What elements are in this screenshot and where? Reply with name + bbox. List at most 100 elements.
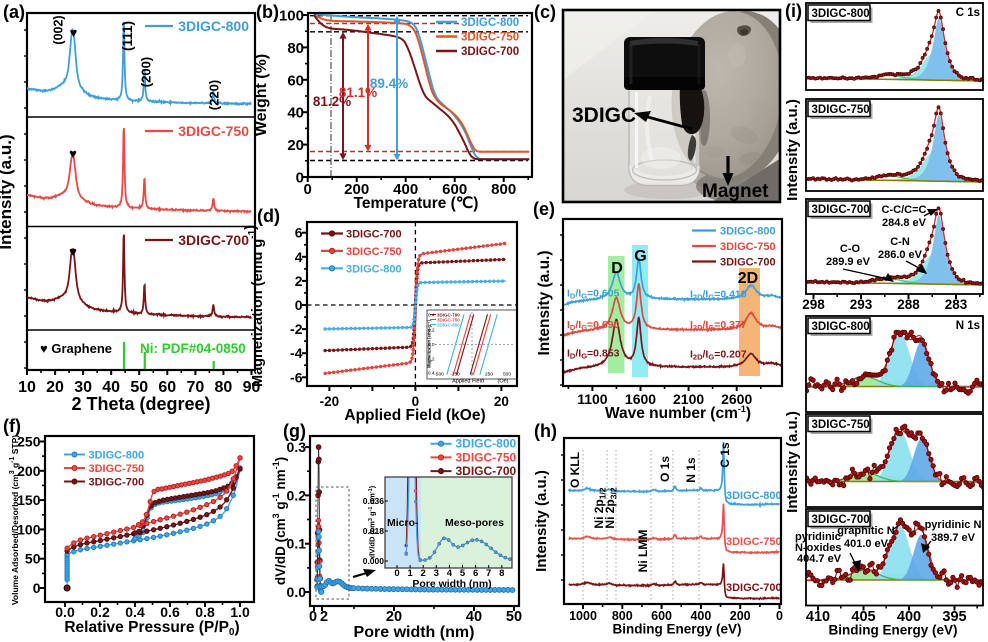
svg-text:Applied Field (kOe): Applied Field (kOe) [344, 407, 485, 424]
svg-text:600: 600 [442, 181, 467, 198]
svg-text:20: 20 [386, 609, 402, 625]
svg-text:♥ Graphene: ♥ Graphene [40, 341, 112, 356]
svg-text:0: 0 [309, 609, 317, 625]
svg-text:3DIGC: 3DIGC [572, 104, 636, 127]
svg-text:2100: 2100 [673, 391, 704, 407]
svg-text:0.2: 0.2 [287, 487, 307, 503]
svg-text:3DIGC-800: 3DIGC-800 [346, 263, 402, 275]
svg-text:Intensity (a.u.): Intensity (a.u.) [784, 411, 801, 513]
svg-text:389.7 eV: 389.7 eV [931, 532, 976, 544]
svg-text:3DIGC-750: 3DIGC-750 [456, 450, 517, 464]
svg-text:3: 3 [434, 568, 439, 579]
svg-text:100: 100 [279, 8, 304, 25]
svg-text:(h): (h) [534, 421, 557, 441]
svg-text:(002): (002) [52, 15, 66, 44]
svg-text:(f): (f) [3, 416, 21, 436]
svg-text:Intensity (a.u.): Intensity (a.u.) [0, 134, 15, 249]
svg-text:3DIGC-800: 3DIGC-800 [812, 321, 870, 333]
svg-text:N-oxides: N-oxides [795, 542, 841, 554]
svg-text:0.1: 0.1 [287, 536, 307, 552]
svg-text:-500: -500 [434, 372, 444, 378]
svg-text:3DIGC-700: 3DIGC-700 [89, 477, 145, 489]
svg-text:40: 40 [102, 379, 120, 396]
svg-text:60: 60 [287, 72, 304, 89]
svg-text:C-C/C=C: C-C/C=C [882, 204, 927, 216]
svg-text:0: 0 [296, 170, 304, 187]
svg-text:(Oe): (Oe) [498, 379, 509, 385]
svg-text:(111): (111) [120, 21, 135, 51]
svg-text:800: 800 [612, 609, 633, 623]
svg-text:Ni LMM: Ni LMM [636, 530, 650, 573]
svg-text:(e): (e) [533, 199, 555, 219]
svg-text:298: 298 [802, 297, 825, 312]
svg-text:I2D/IG=0.410: I2D/IG=0.410 [690, 289, 747, 302]
svg-text:Weight (%): Weight (%) [253, 54, 270, 136]
svg-text:Volume Adsorbed/Desorbed (cm3: Volume Adsorbed/Desorbed (cm3 g-1 STP) [9, 435, 20, 605]
svg-text:3DIGC-700: 3DIGC-700 [346, 229, 402, 241]
svg-text:40: 40 [466, 609, 482, 625]
svg-text:0: 0 [295, 297, 303, 313]
svg-text:81.2%: 81.2% [313, 94, 351, 109]
svg-text:-20: -20 [320, 394, 340, 409]
svg-text:2D: 2D [738, 270, 758, 287]
svg-text:3DIGC-750: 3DIGC-750 [720, 241, 776, 253]
svg-text:200: 200 [344, 181, 369, 198]
svg-text:2 Theta (degree): 2 Theta (degree) [71, 394, 210, 414]
svg-text:70: 70 [186, 379, 204, 396]
svg-text:Wave number (cm-1): Wave number (cm-1) [605, 404, 751, 422]
svg-text:D: D [611, 260, 623, 277]
svg-text:0.6: 0.6 [160, 604, 180, 620]
svg-text:3DIGC-750: 3DIGC-750 [812, 104, 870, 116]
svg-text:ID/IG=0.605: ID/IG=0.605 [567, 288, 620, 301]
svg-text:3DIGC-800: 3DIGC-800 [437, 322, 460, 327]
svg-text:Temperature (℃): Temperature (℃) [354, 195, 479, 212]
svg-text:284.8 eV: 284.8 eV [882, 217, 927, 229]
svg-text:3DIGC-700: 3DIGC-700 [461, 46, 519, 58]
svg-text:401.0 eV: 401.0 eV [844, 538, 889, 550]
svg-text:3DIGC-800: 3DIGC-800 [726, 490, 782, 502]
svg-text:50: 50 [25, 551, 41, 567]
svg-text:3DIGC-750: 3DIGC-750 [346, 246, 402, 258]
svg-text:-4: -4 [290, 345, 303, 361]
svg-text:-6: -6 [290, 369, 303, 385]
svg-text:6: 6 [473, 568, 478, 579]
svg-text:200: 200 [730, 609, 751, 623]
svg-text:(i): (i) [785, 1, 802, 21]
svg-text:0.0: 0.0 [55, 604, 75, 620]
svg-text:0.2: 0.2 [428, 328, 435, 334]
svg-text:1000: 1000 [569, 609, 597, 623]
svg-text:289.9 eV: 289.9 eV [826, 256, 871, 268]
svg-text:200: 200 [17, 463, 41, 479]
svg-text:-0.4: -0.4 [426, 371, 435, 377]
svg-text:♥: ♥ [70, 25, 78, 40]
svg-text:(c): (c) [534, 2, 556, 22]
svg-text:293: 293 [850, 297, 873, 312]
svg-text:Applied Field: Applied Field [452, 379, 484, 385]
svg-text:286.0 eV: 286.0 eV [878, 249, 923, 261]
svg-text:3DIGC-750: 3DIGC-750 [437, 317, 460, 322]
svg-text:800: 800 [491, 181, 516, 198]
svg-text:3DIGC-750: 3DIGC-750 [461, 32, 519, 44]
svg-text:0: 0 [412, 394, 420, 409]
svg-text:Binding Energy (eV): Binding Energy (eV) [828, 623, 957, 638]
svg-text:dV/dD (cm3 g-1 nm-1): dV/dD (cm3 g-1 nm-1) [368, 485, 377, 558]
svg-text:2: 2 [320, 609, 328, 625]
svg-text:3DIGC-800: 3DIGC-800 [812, 8, 870, 20]
svg-text:♥: ♥ [69, 244, 77, 259]
svg-text:Intensity (a.u.): Intensity (a.u.) [536, 250, 553, 355]
svg-text:0.8: 0.8 [195, 604, 215, 620]
svg-text:3DIGC-750: 3DIGC-750 [89, 463, 145, 475]
svg-text:30: 30 [74, 379, 92, 396]
svg-text:(200): (200) [139, 57, 154, 87]
svg-text:(220): (220) [207, 80, 222, 110]
svg-text:20: 20 [46, 379, 64, 396]
svg-text:2: 2 [421, 568, 426, 579]
svg-text:C-O: C-O [840, 243, 861, 255]
svg-text:3DIGC-750: 3DIGC-750 [726, 536, 782, 548]
svg-text:100: 100 [17, 521, 41, 537]
svg-text:N 1s: N 1s [956, 320, 980, 332]
svg-text:I2D/IG=0.207: I2D/IG=0.207 [690, 349, 747, 362]
svg-text:Intensity (a.u.): Intensity (a.u.) [533, 470, 550, 572]
svg-text:1600: 1600 [625, 391, 656, 407]
svg-text:400: 400 [690, 609, 711, 623]
